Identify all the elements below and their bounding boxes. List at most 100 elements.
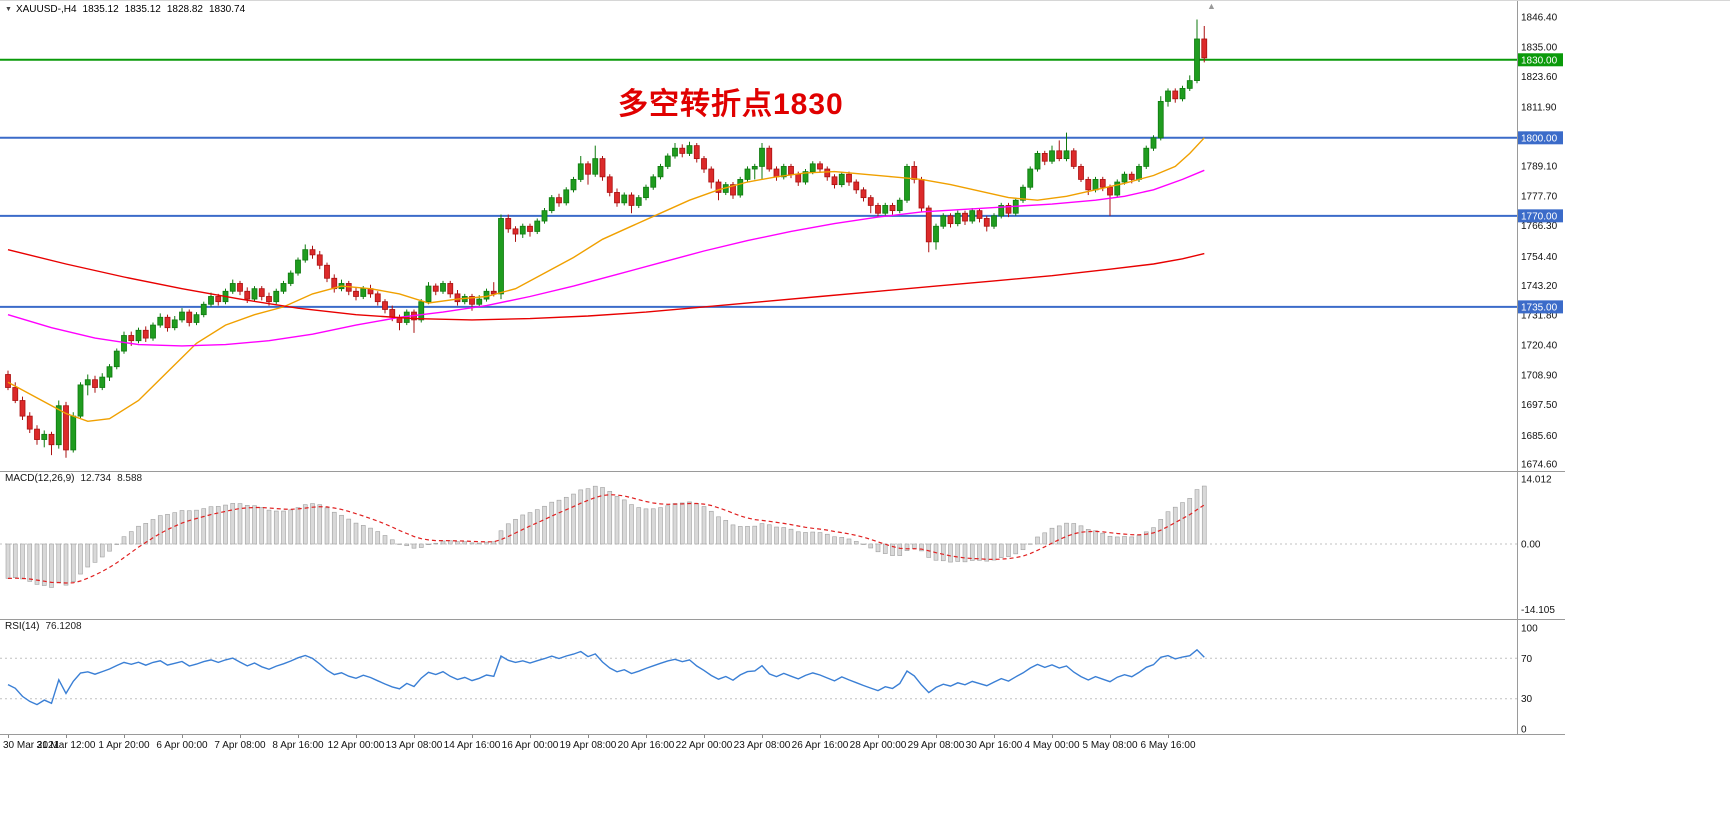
price-chart-panel[interactable]: 1846.40 1835.00 1823.60 1811.90 1800.00 1789.… xyxy=(0,1,1565,471)
time-label: 4 May 00:00 xyxy=(1024,740,1080,751)
time-tick xyxy=(820,734,821,738)
price-level-badges: 1830.00 1800.00 1770.00 1735.00 xyxy=(1518,53,1563,314)
price-axis-labels: 1846.40 1835.00 1823.60 1811.90 1800.00 1789.… xyxy=(1521,13,1558,471)
time-label: 7 Apr 08:00 xyxy=(214,740,266,751)
time-tick xyxy=(646,734,647,738)
time-label: 28 Apr 00:00 xyxy=(849,740,907,751)
time-tick xyxy=(240,734,241,738)
macd-scale-labels: 14.012 0.00 -14.105 xyxy=(1521,475,1555,616)
time-label: 30 Mar 2021 xyxy=(3,740,60,751)
time-label: 31 Mar 12:00 xyxy=(36,740,96,751)
chart-shift-marker-icon: ▲ xyxy=(1207,1,1216,11)
svg-text:1743.20: 1743.20 xyxy=(1521,281,1558,292)
time-axis[interactable]: 30 Mar 2021 31 Mar 12:00 1 Apr 20:00 6 Apr … xyxy=(0,734,1565,758)
time-tick xyxy=(878,734,879,738)
svg-text:0.00: 0.00 xyxy=(1521,540,1541,551)
panel-separator[interactable] xyxy=(0,619,1565,620)
svg-text:-14.105: -14.105 xyxy=(1521,605,1555,616)
svg-text:1754.40: 1754.40 xyxy=(1521,252,1558,263)
panel-separator[interactable] xyxy=(0,471,1565,472)
time-label: 1 Apr 20:00 xyxy=(98,740,150,751)
time-tick xyxy=(356,734,357,738)
time-tick xyxy=(530,734,531,738)
svg-text:1835.00: 1835.00 xyxy=(1521,42,1558,53)
svg-text:1800.00: 1800.00 xyxy=(1521,133,1558,144)
svg-text:1846.40: 1846.40 xyxy=(1521,13,1558,24)
svg-text:0: 0 xyxy=(1521,725,1527,735)
time-label: 20 Apr 16:00 xyxy=(617,740,675,751)
svg-text:1770.00: 1770.00 xyxy=(1521,211,1558,222)
time-tick xyxy=(936,734,937,738)
ohlc-low: 1828.82 xyxy=(166,4,203,15)
time-tick xyxy=(182,734,183,738)
time-label: 29 Apr 08:00 xyxy=(907,740,965,751)
time-tick xyxy=(414,734,415,738)
svg-text:1823.60: 1823.60 xyxy=(1521,72,1558,83)
time-label: 26 Apr 16:00 xyxy=(791,740,849,751)
moving-average-lines xyxy=(7,137,1205,423)
macd-panel[interactable]: 14.012 0.00 -14.105 xyxy=(0,471,1565,619)
symbol-period-label: XAUUSD-,H4 xyxy=(15,4,77,15)
svg-text:70: 70 xyxy=(1521,654,1533,665)
time-label: 6 Apr 00:00 xyxy=(156,740,208,751)
time-axis-separator xyxy=(0,734,1565,735)
svg-text:1697.50: 1697.50 xyxy=(1521,400,1558,411)
horizontal-level-lines xyxy=(0,58,1517,308)
chart-expand-icon[interactable]: ▼ xyxy=(5,6,12,13)
macd-signal-line xyxy=(7,494,1205,584)
chart-header: ▼ XAUUSD-,H4 1835.12 1835.12 1828.82 1830.74 xyxy=(5,4,245,15)
time-tick xyxy=(762,734,763,738)
svg-text:1830.00: 1830.00 xyxy=(1521,55,1558,66)
svg-text:1789.10: 1789.10 xyxy=(1521,162,1558,173)
rsi-line xyxy=(7,648,1205,706)
macd-signal-value: 8.588 xyxy=(117,473,143,484)
svg-text:1777.70: 1777.70 xyxy=(1521,191,1558,202)
macd-main-value: 12.734 xyxy=(80,473,112,484)
time-label: 16 Apr 00:00 xyxy=(501,740,559,751)
time-label: 23 Apr 08:00 xyxy=(733,740,791,751)
macd-indicator-label: MACD(12,26,9) 12.734 8.588 xyxy=(5,473,142,484)
time-tick xyxy=(66,734,67,738)
time-label: 22 Apr 00:00 xyxy=(675,740,733,751)
ohlc-close: 1830.74 xyxy=(208,4,246,15)
time-tick xyxy=(704,734,705,738)
annotation-text[interactable]: 多空转折点1830 xyxy=(618,88,844,121)
time-tick xyxy=(472,734,473,738)
svg-text:1720.40: 1720.40 xyxy=(1521,340,1558,351)
svg-text:1685.60: 1685.60 xyxy=(1521,431,1558,442)
svg-text:30: 30 xyxy=(1521,694,1533,705)
rsi-panel[interactable]: 100 70 30 0 xyxy=(0,619,1565,734)
svg-text:1766.30: 1766.30 xyxy=(1521,221,1558,232)
time-label: 14 Apr 16:00 xyxy=(443,740,501,751)
rsi-name: RSI(14) xyxy=(5,621,40,632)
time-tick xyxy=(298,734,299,738)
ohlc-high: 1835.12 xyxy=(124,4,161,15)
ma-slow xyxy=(7,249,1205,321)
time-tick xyxy=(1168,734,1169,738)
ma-fast xyxy=(7,137,1205,423)
time-label: 12 Apr 00:00 xyxy=(327,740,385,751)
time-label: 5 May 08:00 xyxy=(1082,740,1138,751)
time-tick xyxy=(8,734,9,738)
ohlc-open: 1835.12 xyxy=(82,4,119,15)
time-label: 13 Apr 08:00 xyxy=(385,740,443,751)
time-label: 8 Apr 16:00 xyxy=(272,740,324,751)
time-label: 6 May 16:00 xyxy=(1140,740,1196,751)
time-label: 19 Apr 08:00 xyxy=(559,740,617,751)
time-tick xyxy=(588,734,589,738)
svg-text:1811.90: 1811.90 xyxy=(1521,102,1557,113)
price-scale[interactable] xyxy=(1517,1,1565,734)
svg-text:1735.00: 1735.00 xyxy=(1521,302,1558,313)
time-tick xyxy=(1110,734,1111,738)
time-label: 30 Apr 16:00 xyxy=(965,740,1023,751)
svg-text:1708.90: 1708.90 xyxy=(1521,370,1558,381)
time-tick xyxy=(994,734,995,738)
svg-text:1674.60: 1674.60 xyxy=(1521,459,1558,470)
candlestick-series xyxy=(5,19,1208,458)
ma-mid xyxy=(7,169,1205,347)
svg-text:14.012: 14.012 xyxy=(1521,475,1552,486)
svg-text:1731.80: 1731.80 xyxy=(1521,311,1558,322)
time-tick xyxy=(1052,734,1053,738)
rsi-indicator-label: RSI(14) 76.1208 xyxy=(5,621,82,632)
